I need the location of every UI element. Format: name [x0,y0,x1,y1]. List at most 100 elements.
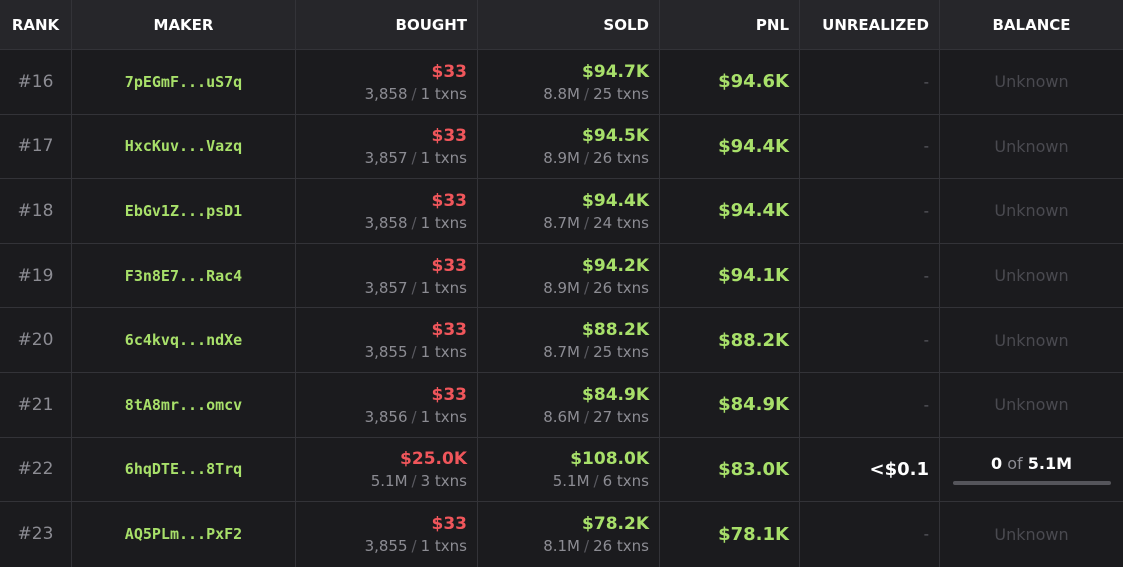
rank-cell: #17 [0,114,72,179]
bought-cell: $33 3,858/1 txns [296,50,478,114]
pnl-cell: $88.2K [660,308,800,372]
sold-cell: $94.7K 8.8M/25 txns [478,50,660,114]
maker-address-link[interactable]: F3n8E7...Rac4 [124,266,243,285]
bought-txns: 3 txns [420,472,467,491]
rank-value: #20 [17,330,54,351]
bought-txns: 1 txns [420,149,467,168]
balance-cell: Unknown [940,502,1123,567]
sold-detail: 5.1M/6 txns [488,471,649,491]
header-maker[interactable]: MAKER [72,0,296,50]
maker-address-link[interactable]: 6hqDTE...8Trq [124,460,243,479]
rank-cell: #16 [0,50,72,114]
header-pnl[interactable]: PNL [660,0,800,50]
bought-detail: 3,857/1 txns [306,278,467,298]
sold-detail: 8.9M/26 txns [488,278,649,298]
unrealized-cell: - [800,502,940,567]
balance-cell: 0 of 5.1M [940,438,1123,502]
unrealized-cell: - [800,308,940,372]
sold-amount: $84.9K [582,384,649,405]
table-row[interactable]: #16 7pEGmF...uS7q $33 3,858/1 txns $94.7K 8.8… [0,50,1123,115]
maker-cell: EbGv1Z...psD1 [72,179,296,243]
table-row[interactable]: #19 F3n8E7...Rac4 $33 3,857/1 txns $94.2K 8.9… [0,243,1123,309]
balance-progress: 0 of 5.1M [950,454,1113,485]
bought-cell: $33 3,857/1 txns [296,243,478,308]
rank-value: #22 [17,459,54,480]
bought-detail: 3,855/1 txns [306,342,467,362]
bought-txns: 1 txns [420,407,467,426]
sold-tokens: 8.9M [543,149,580,168]
bought-tokens: 3,858 [364,84,408,103]
bought-detail: 5.1M/3 txns [306,471,467,491]
header-unrealized[interactable]: UNREALIZED [800,0,940,50]
bought-amount: $25.0K [400,449,467,470]
unrealized-cell: - [800,243,940,308]
pnl-value: $94.6K [718,71,789,93]
table-row[interactable]: #21 8tA8mr...omcv $33 3,856/1 txns $84.9K 8.6… [0,372,1123,438]
balance-cell: Unknown [940,179,1123,243]
maker-cell: AQ5PLm...PxF2 [72,502,296,567]
separator: / [411,149,417,168]
sold-detail: 8.9M/26 txns [488,148,649,168]
sold-amount: $94.2K [582,255,649,276]
unrealized-value: - [923,331,929,350]
table-row[interactable]: #22 6hqDTE...8Trq $25.0K 5.1M/3 txns $108.0K… [0,437,1123,503]
pnl-value: $83.0K [718,458,789,480]
balance-value: Unknown [994,266,1069,286]
balance-of: of [1007,453,1023,473]
table-body: #16 7pEGmF...uS7q $33 3,858/1 txns $94.7K 8.8… [0,50,1123,567]
sold-amount: $94.7K [582,61,649,82]
pnl-cell: $94.1K [660,243,800,308]
maker-address-link[interactable]: 8tA8mr...omcv [124,395,243,414]
header-balance[interactable]: BALANCE [992,16,1071,34]
table-header: RANK MAKER BOUGHT SOLD PNL UNREALIZED BA… [0,0,1123,50]
rank-value: #19 [17,265,54,286]
separator: / [411,278,417,297]
maker-address-link[interactable]: 6c4kvq...ndXe [124,331,243,350]
bought-amount: $33 [431,61,468,82]
maker-cell: F3n8E7...Rac4 [72,243,296,308]
sold-amount: $108.0K [570,449,649,470]
bought-cell: $33 3,855/1 txns [296,502,478,567]
unrealized-value: <$0.1 [869,458,930,480]
unrealized-value: - [923,266,929,285]
balance-value: Unknown [994,136,1069,156]
maker-address-link[interactable]: HxcKuv...Vazq [124,137,243,156]
bought-amount: $33 [431,320,468,341]
table-row[interactable]: #17 HxcKuv...Vazq $33 3,857/1 txns $94.5K 8.9… [0,114,1123,180]
bought-tokens: 3,858 [364,213,408,232]
maker-address-link[interactable]: EbGv1Z...psD1 [124,201,243,220]
maker-address-link[interactable]: AQ5PLm...PxF2 [124,525,243,544]
pnl-value: $94.4K [718,135,789,157]
pnl-cell: $94.4K [660,179,800,243]
pnl-cell: $94.6K [660,50,800,114]
bought-detail: 3,858/1 txns [306,213,467,233]
bought-cell: $25.0K 5.1M/3 txns [296,437,478,502]
bought-tokens: 3,857 [364,149,408,168]
maker-cell: 7pEGmF...uS7q [72,50,296,114]
header-bought[interactable]: BOUGHT [296,0,478,50]
header-rank[interactable]: RANK [0,0,72,50]
table-row[interactable]: #18 EbGv1Z...psD1 $33 3,858/1 txns $94.4K 8.7… [0,179,1123,244]
maker-cell: 6hqDTE...8Trq [72,437,296,502]
unrealized-cell: <$0.1 [800,437,940,502]
separator: / [584,84,590,103]
bought-amount: $33 [431,255,468,276]
bought-cell: $33 3,855/1 txns [296,308,478,372]
table-row[interactable]: #23 AQ5PLm...PxF2 $33 3,855/1 txns $78.2K 8.1… [0,502,1123,567]
sold-cell: $94.5K 8.9M/26 txns [478,114,660,179]
maker-address-link[interactable]: 7pEGmF...uS7q [124,72,243,91]
table-row[interactable]: #20 6c4kvq...ndXe $33 3,855/1 txns $88.2K 8.7… [0,308,1123,373]
bought-tokens: 3,857 [364,278,408,297]
sold-cell: $78.2K 8.1M/26 txns [478,502,660,567]
sold-tokens: 8.1M [543,537,580,556]
bought-txns: 1 txns [420,213,467,232]
sold-tokens: 8.7M [543,343,580,362]
bought-tokens: 3,855 [364,343,408,362]
separator: / [411,343,417,362]
pnl-value: $94.1K [718,265,789,287]
separator: / [411,407,417,426]
sold-txns: 25 txns [593,343,649,362]
sold-txns: 6 txns [602,472,649,491]
balance-cell: Unknown [940,115,1123,179]
header-sold[interactable]: SOLD [478,0,660,50]
